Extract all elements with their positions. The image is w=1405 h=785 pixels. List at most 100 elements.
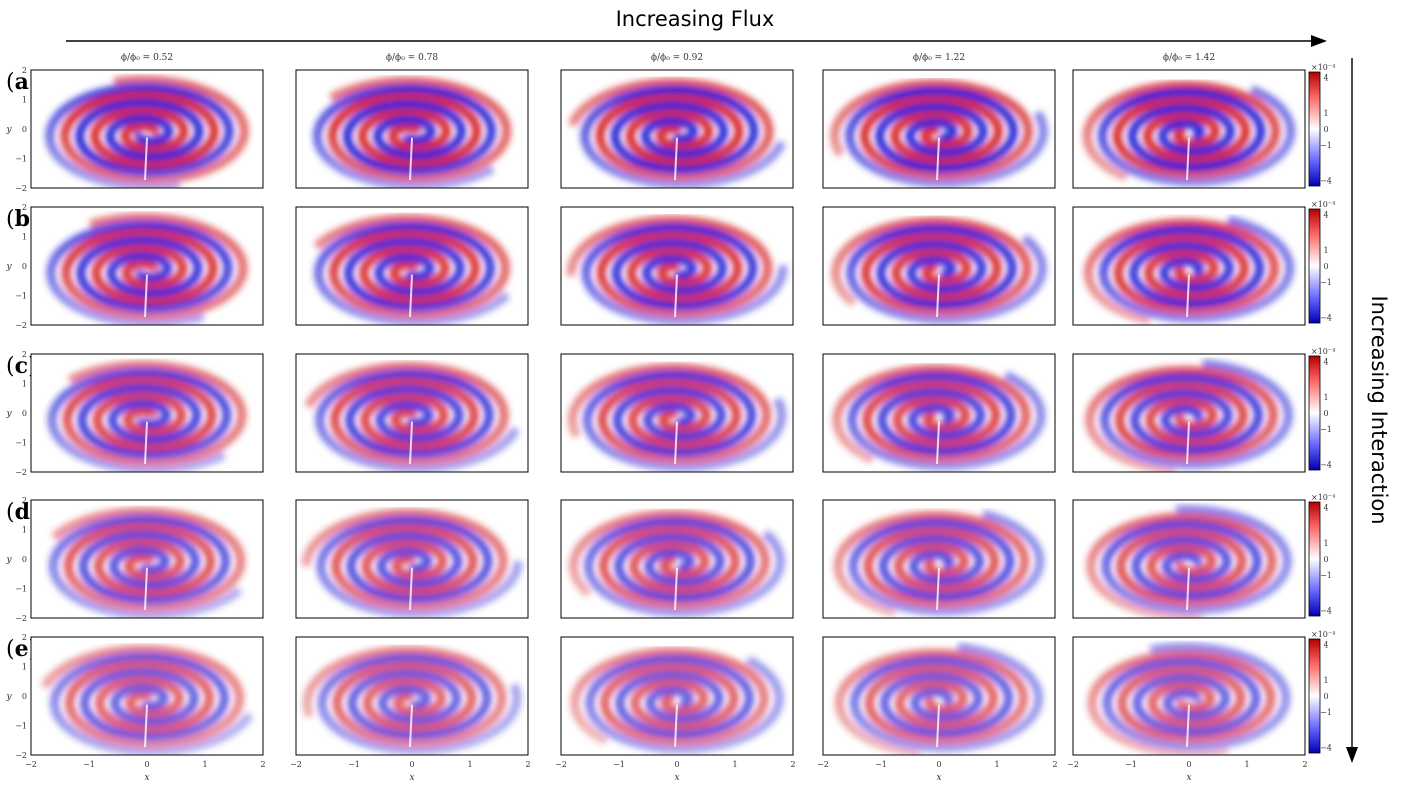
panel-frame (822, 353, 1056, 473)
colorbar-gradient (1308, 638, 1321, 754)
x-tick-label: −2 (817, 760, 829, 769)
colorbar-tick-label: −1 (1320, 141, 1332, 150)
y-tick-label: −2 (15, 468, 27, 477)
vortex-streak (409, 421, 413, 465)
panel-frame (1072, 353, 1306, 473)
panel-d-2 (295, 499, 529, 619)
x-tick-label: 2 (1052, 760, 1057, 769)
y-tick-label: −1 (15, 155, 27, 164)
panel-frame (822, 69, 1056, 189)
x-axis-label: x (409, 773, 414, 783)
y-tick-label: 2 (22, 350, 27, 359)
panel-c-2 (295, 353, 529, 473)
panel-frame (1072, 636, 1306, 756)
vortex-streak (1186, 421, 1190, 465)
y-tick-label: 2 (22, 66, 27, 75)
colorbar-tick-label: 0 (1323, 125, 1328, 134)
panel-e-2 (295, 636, 529, 756)
colorbar-tick-label: 1 (1323, 393, 1328, 402)
row-label-paren-open: ( (6, 500, 15, 525)
panel-a-2 (295, 69, 529, 189)
x-tick-label: −1 (875, 760, 887, 769)
y-tick-label: 2 (22, 633, 27, 642)
panel-frame (30, 499, 264, 619)
x-axis-label: x (936, 773, 941, 783)
y-tick-label: 0 (22, 125, 27, 134)
colorbar-tick-label: 0 (1323, 262, 1328, 271)
colorbar-tick-label: 4 (1323, 74, 1328, 83)
colorbar-tick-label: −1 (1320, 425, 1332, 434)
panel-a-5 (1072, 69, 1306, 189)
vortex-streak (409, 567, 413, 611)
panel-frame (295, 69, 529, 189)
colorbar-e: ×10⁻⁴ 4 1 0 −1 −4 (1308, 630, 1335, 754)
panel-a-3 (560, 69, 794, 189)
y-tick-label: 2 (22, 203, 27, 212)
vortex-streak (144, 137, 148, 181)
y-tick-label: 0 (22, 555, 27, 564)
colorbar-tick-label: −4 (1320, 606, 1332, 615)
panel-c-4 (822, 353, 1056, 473)
y-tick-label: −1 (15, 439, 27, 448)
panel-frame (295, 353, 529, 473)
x-tick-label: −1 (348, 760, 360, 769)
panel-frame (295, 499, 529, 619)
panel-d-4 (822, 499, 1056, 619)
vortex-streak (1186, 704, 1190, 748)
vortex-streak (936, 274, 940, 318)
colorbar-tick-label: −4 (1320, 460, 1332, 469)
panel-e-5 (1072, 636, 1306, 756)
vortex-streak (144, 567, 148, 611)
y-tick-label: 1 (22, 663, 27, 672)
y-tick-label: 0 (22, 262, 27, 271)
panel-frame (822, 499, 1056, 619)
x-tick-label: 2 (790, 760, 795, 769)
colorbar-tick-label: 0 (1323, 409, 1328, 418)
y-axis-label: y (5, 262, 12, 272)
y-tick-label: −2 (15, 614, 27, 623)
vortex-streak (936, 567, 940, 611)
x-tick-label: 1 (202, 760, 207, 769)
y-tick-label: 0 (22, 692, 27, 701)
colorbar-tick-label: 1 (1323, 539, 1328, 548)
y-tick-label: −2 (15, 184, 27, 193)
vortex-streak (409, 704, 413, 748)
x-tick-label: 2 (260, 760, 265, 769)
colorbar-tick-label: 4 (1323, 504, 1328, 513)
colorbar-tick-label: −4 (1320, 176, 1332, 185)
vortex-streak (674, 137, 678, 181)
x-tick-label: −2 (25, 760, 37, 769)
x-axis-label: x (144, 773, 149, 783)
panel-b-1 (30, 206, 264, 326)
y-axis-label: y (5, 409, 12, 419)
column-title: ϕ/ϕ₀ = 1.42 (1163, 53, 1215, 63)
x-tick-label: −1 (83, 760, 95, 769)
y-tick-label: −2 (15, 321, 27, 330)
y-tick-label: 1 (22, 526, 27, 535)
colorbar-tick-label: −1 (1320, 708, 1332, 717)
y-tick-label: −1 (15, 722, 27, 731)
row-label-letter: d (15, 499, 30, 525)
y-tick-label: −1 (15, 292, 27, 301)
colorbar-exponent: ×10⁻⁴ (1311, 630, 1335, 639)
y-axis-label: y (5, 692, 12, 702)
panel-a-4 (822, 69, 1056, 189)
panel-e-3 (560, 636, 794, 756)
y-tick-label: 2 (22, 496, 27, 505)
y-tick-label: 1 (22, 96, 27, 105)
y-axis-label: y (5, 125, 12, 135)
column-title: ϕ/ϕ₀ = 0.52 (121, 53, 173, 63)
y-axis-label: y (5, 555, 12, 565)
x-tick-label: −1 (613, 760, 625, 769)
panel-frame (560, 206, 794, 326)
panel-d-3 (560, 499, 794, 619)
interaction-label: Increasing Interaction (1367, 295, 1391, 524)
panel-e-1 (30, 636, 264, 756)
x-tick-label: 0 (1186, 760, 1191, 769)
panel-d-5 (1072, 499, 1306, 619)
column-title: ϕ/ϕ₀ = 0.78 (386, 53, 438, 63)
panel-frame (822, 636, 1056, 756)
panel-frame (30, 636, 264, 756)
colorbar-tick-label: 1 (1323, 109, 1328, 118)
